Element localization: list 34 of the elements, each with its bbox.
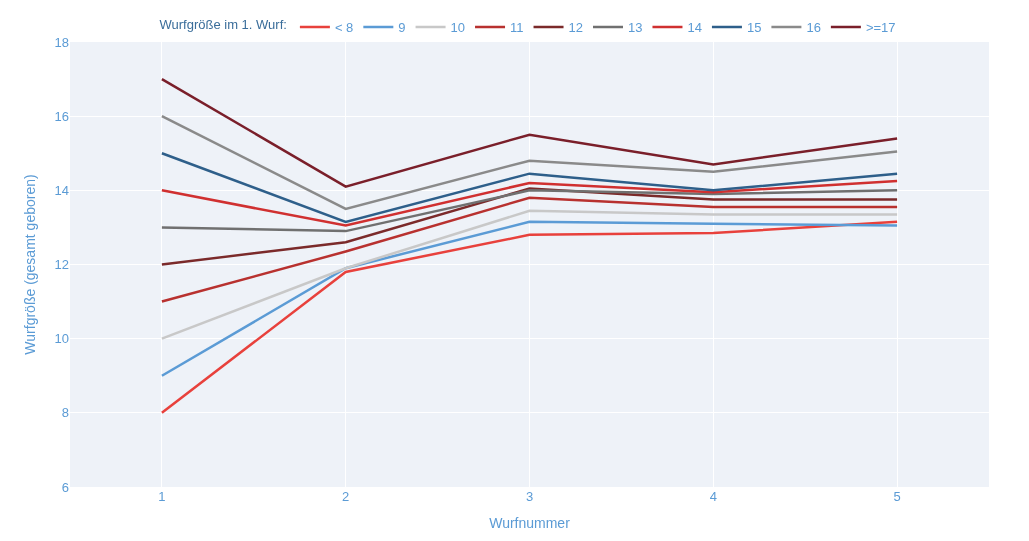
y-tick-label: 18 xyxy=(54,34,69,50)
legend-label: < 8 xyxy=(334,20,354,36)
x-tick-label: 2 xyxy=(342,489,350,504)
x-axis-title: Wurfnummer xyxy=(489,515,571,532)
x-tick-label: 4 xyxy=(709,489,717,504)
y-tick-label: 8 xyxy=(61,405,69,421)
y-tick-label: 10 xyxy=(54,331,69,347)
line-series xyxy=(160,77,899,188)
x-tick-label: 3 xyxy=(525,489,534,504)
legend-title: Wurfgröße im 1. Wurf: xyxy=(159,16,287,32)
line-series xyxy=(160,179,899,227)
line-series xyxy=(160,196,899,303)
line-series xyxy=(160,220,899,377)
y-tick-label: 6 xyxy=(61,479,69,495)
y-tick-label: 16 xyxy=(54,108,69,124)
legend-label: 16 xyxy=(806,20,821,36)
x-tick-label: 5 xyxy=(893,489,901,504)
legend-label: 14 xyxy=(687,20,702,36)
y-tick-label: 12 xyxy=(54,257,69,273)
y-tick-label: 14 xyxy=(54,182,69,198)
line-series xyxy=(160,152,899,224)
legend-label: 12 xyxy=(568,20,583,36)
line-series xyxy=(160,189,899,233)
legend-label: 15 xyxy=(746,20,762,36)
line-series xyxy=(160,220,899,415)
legend-label: >=17 xyxy=(865,20,896,36)
legend-label: 9 xyxy=(398,20,406,36)
legend-label: 13 xyxy=(628,20,643,36)
line-series xyxy=(160,209,899,340)
y-axis-title: Wurfgröße (gesamt geboren) xyxy=(22,174,39,355)
x-tick-label: 1 xyxy=(158,489,166,504)
line-series xyxy=(160,114,899,211)
legend-label: 11 xyxy=(510,20,524,36)
legend-label: 10 xyxy=(450,20,466,36)
